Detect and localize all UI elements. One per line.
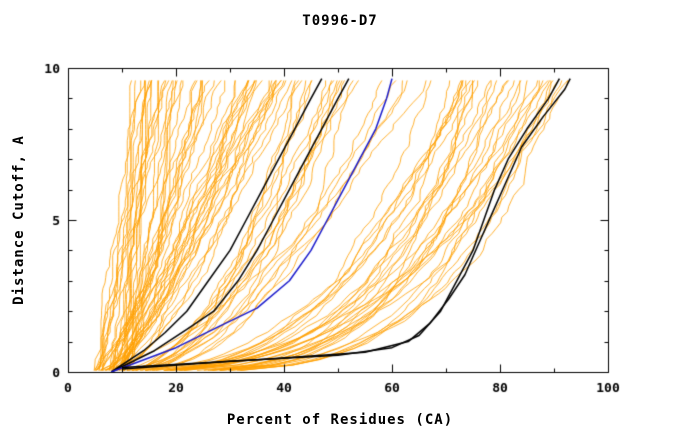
chart-title: T0996-D7 [302, 13, 378, 29]
x-axis-label: Percent of Residues (CA) [226, 412, 454, 428]
y-axis-label: Distance Cutoff, A [11, 135, 27, 305]
